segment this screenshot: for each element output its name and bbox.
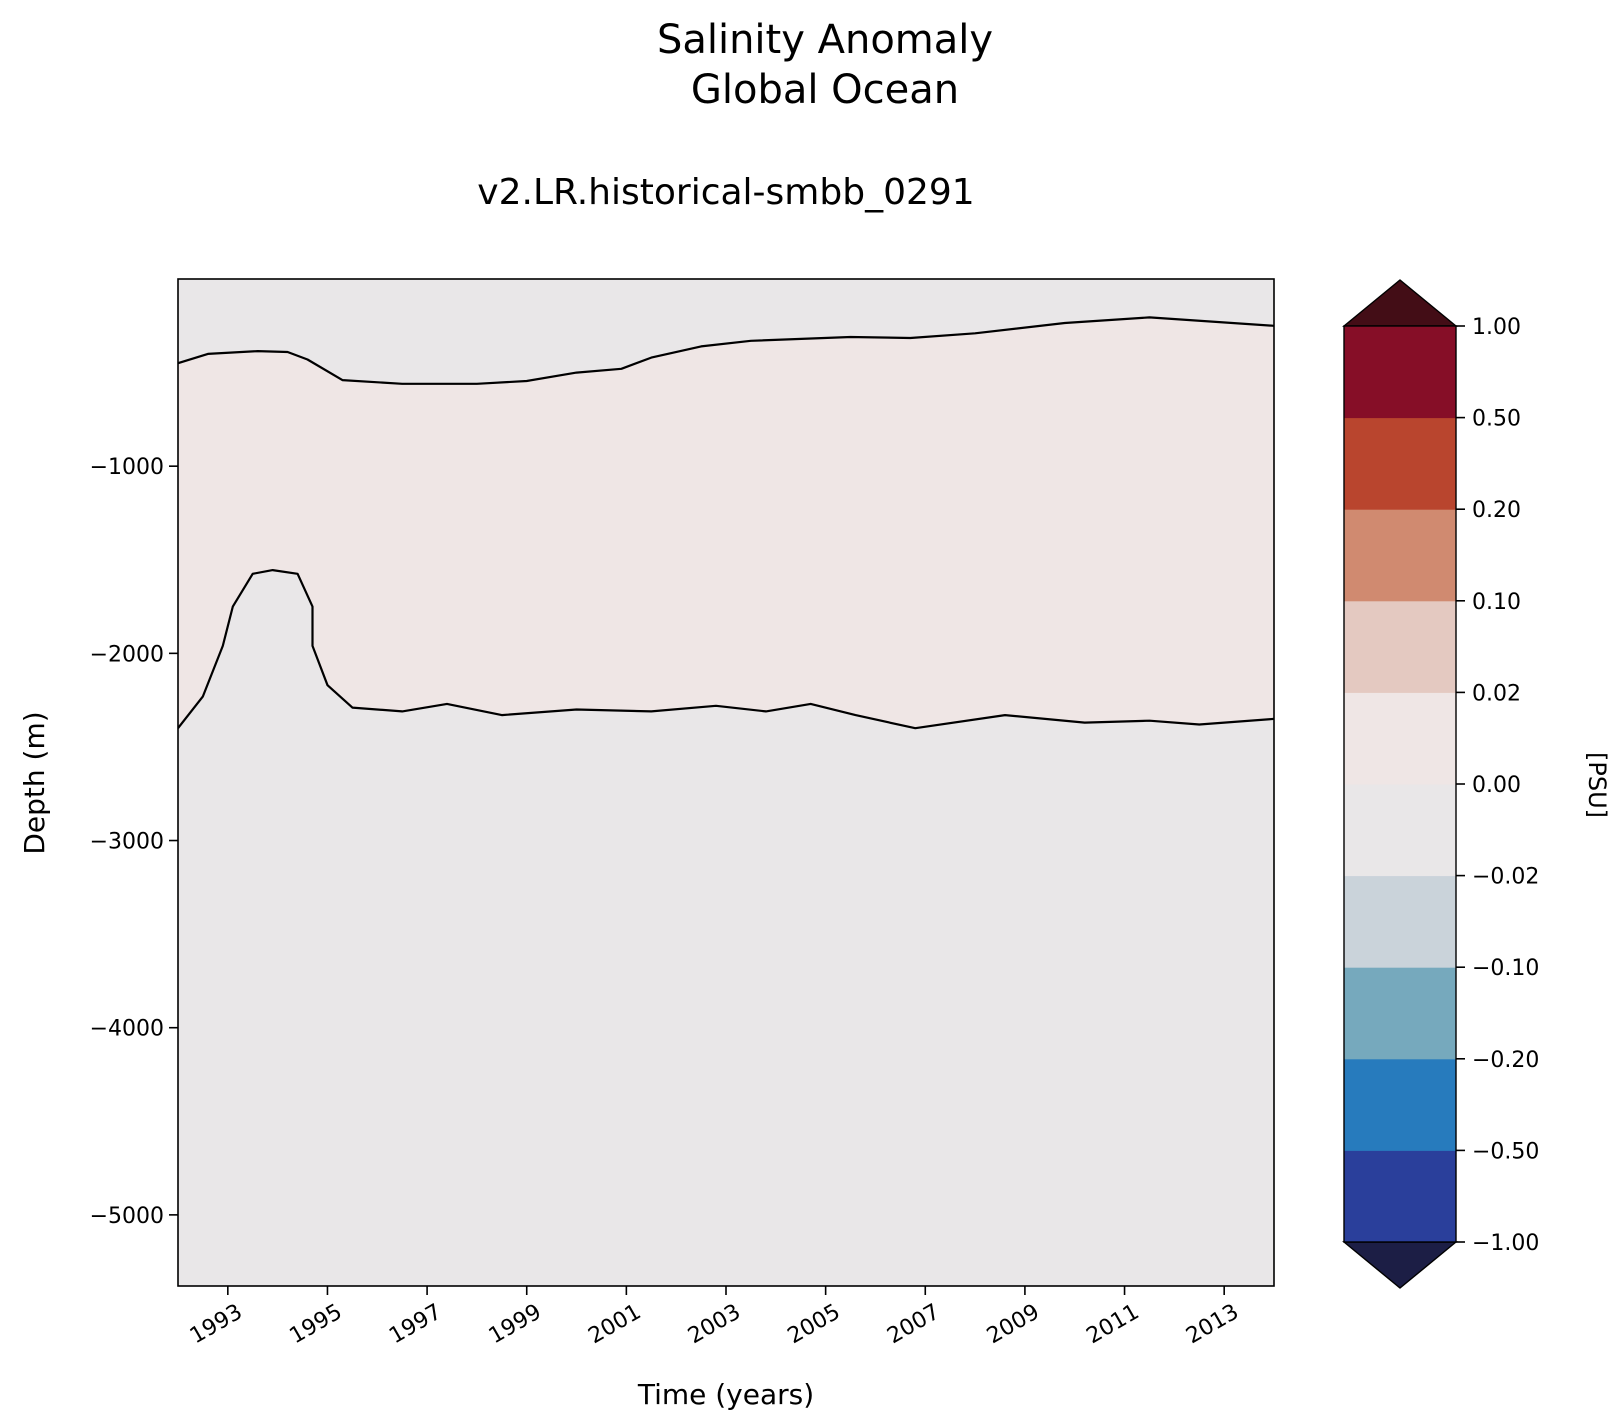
y-axis-label: Depth (m) bbox=[18, 711, 51, 854]
colorbar-segment bbox=[1344, 967, 1456, 1060]
colorbar-segment bbox=[1344, 326, 1456, 419]
colorbar-label: [PSU] bbox=[1583, 752, 1611, 818]
y-tick-label: −4000 bbox=[90, 1017, 164, 1042]
x-tick-label: 2005 bbox=[784, 1300, 845, 1350]
colorbar-tick-label: −1.00 bbox=[1472, 1231, 1539, 1256]
colorbar-extend-under bbox=[1342, 1241, 1458, 1289]
x-tick-label: 2011 bbox=[1083, 1300, 1144, 1350]
colorbar-tick-label: 0.10 bbox=[1472, 590, 1521, 615]
x-tick-label: 2013 bbox=[1182, 1300, 1243, 1350]
colorbar-segment bbox=[1344, 875, 1456, 968]
x-tick-label: 2003 bbox=[684, 1300, 745, 1350]
x-axis-label: Time (years) bbox=[637, 1378, 814, 1411]
colorbar-tick-label: 0.02 bbox=[1472, 681, 1521, 706]
chart-title: Salinity Anomaly bbox=[657, 17, 993, 63]
x-tick-label: 1997 bbox=[385, 1300, 446, 1350]
colorbar-tick-label: −0.50 bbox=[1472, 1139, 1539, 1164]
colorbar-tick-label: −0.10 bbox=[1472, 956, 1539, 981]
colorbar-tick-label: 1.00 bbox=[1472, 315, 1521, 340]
colorbar-tick-label: −0.02 bbox=[1472, 865, 1539, 890]
contour-fill-group bbox=[178, 279, 1274, 1286]
colorbar-segment bbox=[1344, 417, 1456, 510]
x-tick-label: 2009 bbox=[983, 1300, 1044, 1350]
colorbar-segment bbox=[1344, 1150, 1456, 1243]
colorbar: −1.00 −0.50 −0.20 −0.10 −0.02 0.00 0.02 0.10 0.2… bbox=[1342, 279, 1539, 1289]
x-tick-label: 1995 bbox=[285, 1300, 346, 1350]
zero-contour-upper bbox=[178, 316, 1274, 385]
colorbar-tick-label: 0.00 bbox=[1472, 773, 1521, 798]
y-tick-label: −5000 bbox=[90, 1204, 164, 1229]
x-tick-label: 2007 bbox=[883, 1300, 944, 1350]
y-axis: −1000 −2000 −3000 −4000 −5000 bbox=[90, 455, 178, 1229]
colorbar-segment bbox=[1344, 1058, 1456, 1151]
colorbar-segment bbox=[1344, 692, 1456, 785]
colorbar-tick-label: −0.20 bbox=[1472, 1048, 1539, 1073]
plot-area bbox=[177, 278, 1275, 1287]
x-tick-label: 1999 bbox=[485, 1300, 546, 1350]
x-tick-label: 1993 bbox=[186, 1300, 247, 1350]
contour-region-0 bbox=[178, 317, 1274, 729]
colorbar-extend-over bbox=[1342, 279, 1458, 327]
colorbar-tick-label: 0.50 bbox=[1472, 407, 1521, 432]
zero-contour-lower bbox=[178, 569, 1274, 730]
colorbar-segment bbox=[1344, 509, 1456, 602]
chart-title-line2: Global Ocean bbox=[691, 67, 959, 113]
y-tick-label: −2000 bbox=[90, 642, 164, 667]
x-tick-label: 2001 bbox=[584, 1300, 645, 1350]
y-tick-label: −3000 bbox=[90, 830, 164, 855]
colorbar-segment bbox=[1344, 784, 1456, 877]
colorbar-segment bbox=[1344, 600, 1456, 693]
x-axis: 1993 1995 1997 1999 2001 2003 2005 2007 2009 2011… bbox=[186, 1286, 1243, 1349]
chart-subtitle: v2.LR.historical-smbb_0291 bbox=[477, 172, 974, 213]
y-tick-label: −1000 bbox=[90, 455, 164, 480]
colorbar-tick-label: 0.20 bbox=[1472, 498, 1521, 523]
